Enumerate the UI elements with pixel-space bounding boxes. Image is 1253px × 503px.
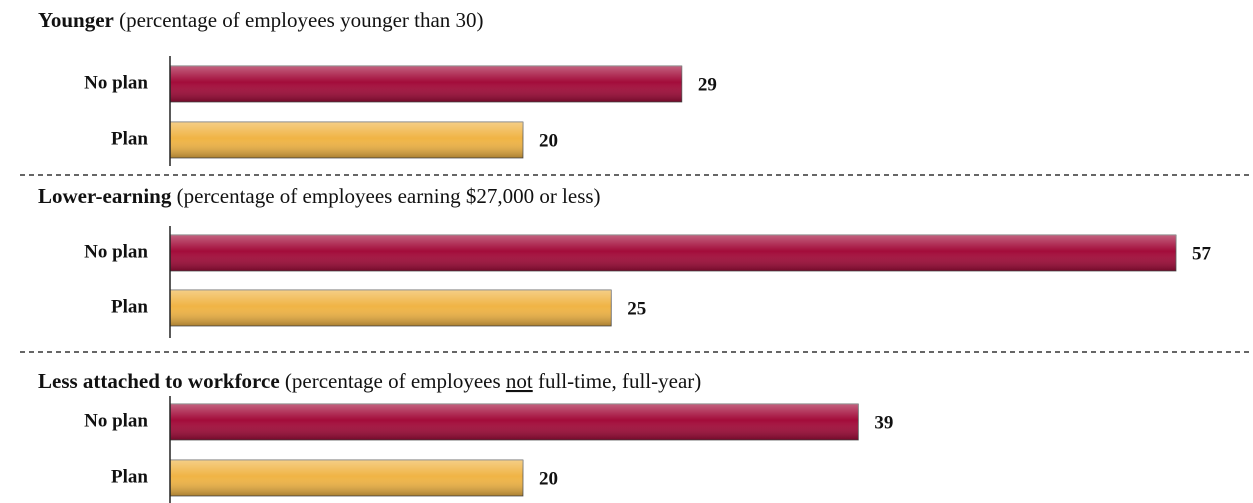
bar <box>169 234 1177 272</box>
value-label: 20 <box>539 130 558 151</box>
title-main: Less attached to workforce <box>38 369 280 393</box>
value-label: 57 <box>1192 243 1212 264</box>
subtitle-part: not <box>506 369 533 393</box>
title-main: Lower-earning <box>38 184 172 208</box>
category-label: No plan <box>84 72 148 93</box>
panel-title: Younger (percentage of employees younger… <box>38 8 484 32</box>
bar <box>169 65 683 103</box>
value-label: 39 <box>874 412 893 433</box>
bar <box>169 289 612 327</box>
value-label: 20 <box>539 468 558 489</box>
category-label: Plan <box>111 466 148 487</box>
value-label: 25 <box>627 298 646 319</box>
category-label: Plan <box>111 128 148 149</box>
category-label: No plan <box>84 241 148 262</box>
category-label: Plan <box>111 296 148 317</box>
bar <box>169 403 859 441</box>
title-main: Younger <box>38 8 114 32</box>
subtitle-part: full-time, full-year) <box>533 369 702 393</box>
panel-title: Lower-earning (percentage of employees e… <box>38 184 601 208</box>
value-label: 29 <box>698 74 717 95</box>
category-label: No plan <box>84 410 148 431</box>
subtitle-part: (percentage of employees <box>285 369 506 393</box>
bar <box>169 459 524 497</box>
subtitle: (percentage of employees earning $27,000… <box>177 184 601 208</box>
subtitle: (percentage of employees younger than 30… <box>119 8 483 32</box>
panel-title: Less attached to workforce (percentage o… <box>38 369 701 393</box>
bar <box>169 121 524 159</box>
